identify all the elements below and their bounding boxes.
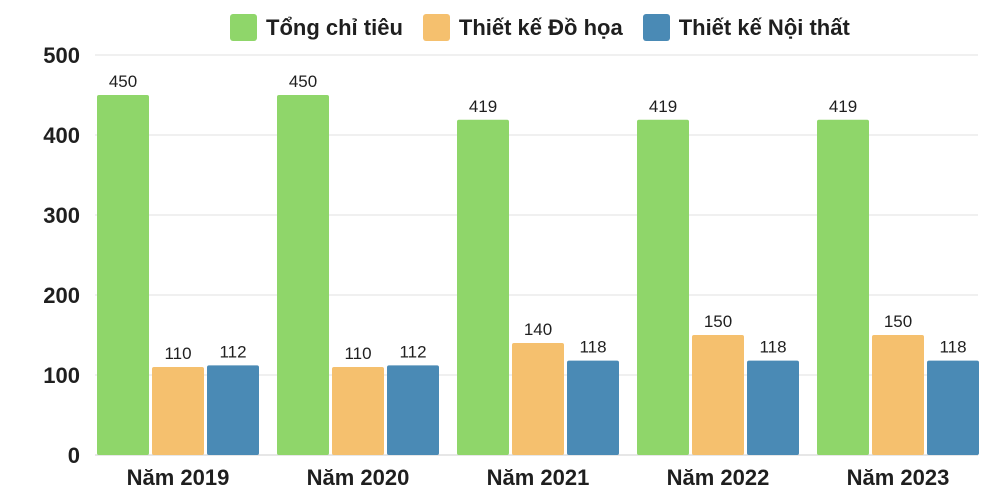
data-label-thiet-ke-noi-that: 118 — [579, 338, 606, 357]
bars: 450 110 112 450 110 112 419 140 118 419 150 118 419 1… — [97, 72, 979, 456]
legend-swatch-tong-chi-tieu — [230, 14, 257, 41]
bar-thiet-ke-do-hoa — [332, 367, 384, 455]
data-label-thiet-ke-do-hoa: 110 — [164, 344, 191, 363]
data-label-tong-chi-tieu: 419 — [829, 97, 857, 116]
x-axis: Năm 2019 Năm 2020 Năm 2021 Năm 2022 Năm 2023 — [127, 465, 950, 490]
data-label-thiet-ke-do-hoa: 150 — [704, 312, 732, 331]
y-axis: 0 100 200 300 400 500 — [43, 43, 80, 468]
bar-tong-chi-tieu — [637, 119, 689, 456]
bar-thiet-ke-noi-that — [207, 365, 259, 455]
legend-label-thiet-ke-noi-that: Thiết kế Nội thất — [678, 14, 850, 40]
y-tick-label: 0 — [68, 443, 80, 468]
bar-tong-chi-tieu — [97, 95, 149, 455]
bar-thiet-ke-do-hoa — [692, 335, 744, 455]
x-tick-label: Năm 2021 — [487, 465, 590, 490]
legend-label-thiet-ke-do-hoa: Thiết kế Đồ họa — [458, 14, 623, 40]
bar-thiet-ke-noi-that — [747, 360, 799, 455]
data-label-thiet-ke-do-hoa: 140 — [524, 320, 552, 339]
x-tick-label: Năm 2020 — [307, 465, 410, 490]
data-label-thiet-ke-do-hoa: 150 — [884, 312, 912, 331]
data-label-thiet-ke-noi-that: 112 — [399, 342, 426, 361]
legend-swatch-thiet-ke-noi-that — [642, 14, 670, 41]
bar-thiet-ke-noi-that — [387, 365, 439, 455]
data-label-thiet-ke-noi-that: 118 — [939, 338, 966, 357]
legend-label-tong-chi-tieu: Tổng chỉ tiêu — [266, 14, 403, 40]
y-tick-label: 200 — [43, 283, 80, 308]
bar-tong-chi-tieu — [277, 95, 329, 455]
data-label-thiet-ke-noi-that: 118 — [759, 338, 786, 357]
legend-swatch-thiet-ke-do-hoa — [422, 14, 450, 41]
x-tick-label: Năm 2023 — [847, 465, 950, 490]
data-label-tong-chi-tieu: 419 — [649, 97, 677, 116]
bar-thiet-ke-do-hoa — [872, 335, 924, 455]
bar-thiet-ke-do-hoa — [512, 343, 564, 455]
y-tick-label: 500 — [43, 43, 80, 68]
chart-legend: Tổng chỉ tiêu Thiết kế Đồ họa Thiết kế N… — [230, 14, 870, 41]
y-tick-label: 100 — [43, 363, 80, 388]
data-label-tong-chi-tieu: 419 — [469, 97, 497, 116]
data-label-tong-chi-tieu: 450 — [289, 72, 317, 91]
bar-tong-chi-tieu — [457, 119, 509, 456]
data-label-thiet-ke-noi-that: 112 — [219, 342, 246, 361]
data-label-tong-chi-tieu: 450 — [109, 72, 137, 91]
y-tick-label: 300 — [43, 203, 80, 228]
x-tick-label: Năm 2019 — [127, 465, 230, 490]
legend-item-thiet-ke-noi-that: Thiết kế Nội thất — [642, 14, 850, 41]
bar-thiet-ke-noi-that — [567, 360, 619, 455]
legend-item-tong-chi-tieu: Tổng chỉ tiêu — [230, 14, 403, 41]
bar-thiet-ke-noi-that — [927, 360, 979, 455]
y-tick-label: 400 — [43, 123, 80, 148]
x-tick-label: Năm 2022 — [667, 465, 770, 490]
legend-item-thiet-ke-do-hoa: Thiết kế Đồ họa — [422, 14, 623, 41]
bar-tong-chi-tieu — [817, 119, 869, 456]
bar-thiet-ke-do-hoa — [152, 367, 204, 455]
data-label-thiet-ke-do-hoa: 110 — [344, 344, 371, 363]
